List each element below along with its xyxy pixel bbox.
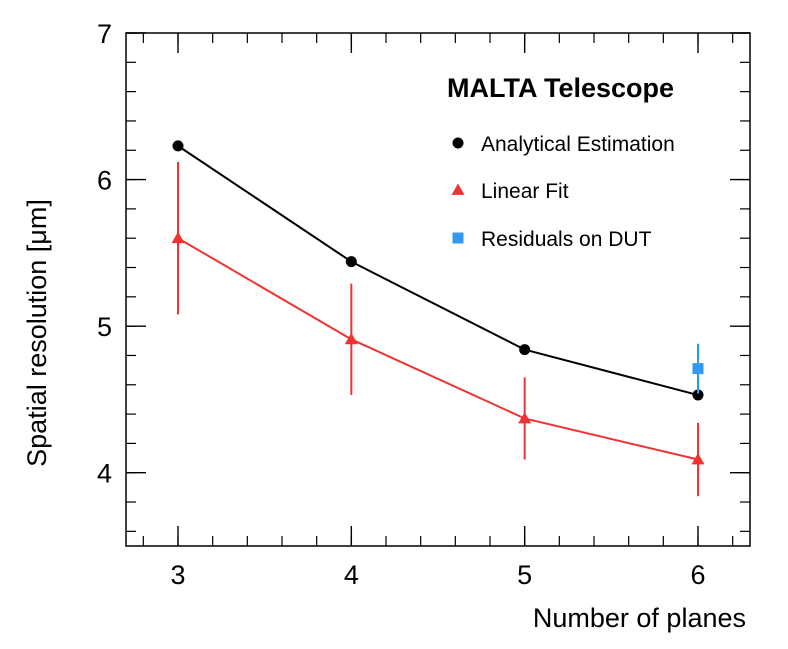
x-tick-label: 4: [344, 560, 359, 590]
legend-marker: [451, 183, 465, 195]
legend-label: Linear Fit: [481, 180, 569, 203]
data-point: [344, 332, 358, 345]
legend-label: Residuals on DUT: [481, 228, 652, 251]
tick-labels: 3 4 5 6 4 5 6 7: [97, 19, 706, 590]
series-analytical-estimation: [172, 140, 704, 401]
x-axis-title: Number of planes: [533, 603, 746, 633]
legend-marker: [452, 137, 464, 149]
x-tick-label: 3: [170, 560, 185, 590]
y-tick-label: 5: [97, 312, 112, 342]
data-point: [172, 140, 184, 152]
series-layer: [171, 140, 705, 497]
series-line: [177, 145, 699, 396]
data-point: [691, 453, 705, 465]
data-point: [518, 411, 532, 424]
data-point: [345, 256, 357, 268]
x-tick-label: 6: [690, 560, 705, 590]
series-linear-fit: [171, 161, 705, 497]
legend-entries: Analytical Estimation Linear Fit Residuals…: [451, 133, 675, 251]
y-tick-label: 4: [97, 459, 112, 489]
data-point: [692, 389, 704, 401]
series-line: [177, 237, 699, 461]
legend-title: MALTA Telescope: [447, 73, 674, 103]
legend: MALTA Telescope Analytical Estimation Lin…: [447, 73, 675, 251]
y-axis-title: Spatial resolution [μm]: [22, 199, 52, 467]
major-ticks: [126, 32, 750, 546]
legend-marker: [452, 232, 464, 244]
y-tick-label: 7: [97, 19, 112, 49]
x-tick-label: 5: [517, 560, 532, 590]
series-residuals-on-dut: [692, 343, 704, 394]
data-point: [519, 344, 531, 356]
minor-ticks: [126, 32, 750, 546]
legend-label: Analytical Estimation: [481, 133, 675, 156]
y-tick-label: 6: [97, 166, 112, 196]
data-point: [171, 231, 185, 244]
plot-frame: [125, 32, 751, 547]
data-point: [692, 363, 704, 375]
